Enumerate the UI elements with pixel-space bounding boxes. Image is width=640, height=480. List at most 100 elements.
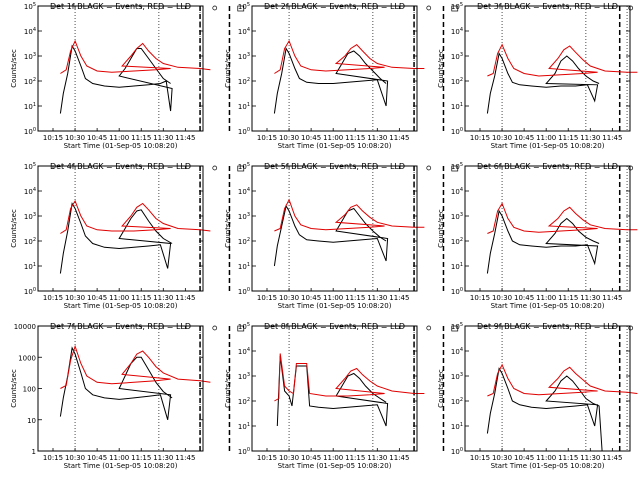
y-tick-exponent: 3: [33, 212, 36, 218]
y-tick-exponent: 0: [247, 287, 250, 293]
y-tick-label: 102: [238, 397, 250, 406]
x-axis-label: Start Time (01-Sep-05 10:08:20): [278, 302, 392, 310]
x-axis-label: Start Time (01-Sep-05 10:08:20): [64, 462, 178, 470]
y-tick-label: 103: [24, 212, 36, 221]
events-series-line: [486, 367, 603, 452]
x-tick-label: 11:45: [602, 294, 622, 302]
y-tick-label: 102: [451, 237, 463, 246]
lld-series-line: [274, 198, 425, 232]
y-tick-label: 104: [451, 347, 463, 356]
y-tick-label: 103: [238, 52, 250, 61]
y-tick-label: 103: [238, 212, 250, 221]
y-tick-exponent: 5: [33, 2, 36, 8]
lld-series-line: [274, 39, 425, 74]
interval-marker-cap: [628, 5, 634, 11]
y-tick-exponent: 1: [460, 102, 463, 108]
y-tick-label: 10000: [14, 323, 36, 331]
y-tick-label: 102: [24, 237, 36, 246]
interval-marker-cap: [212, 5, 218, 11]
y-tick-exponent: 4: [460, 347, 463, 353]
y-tick-exponent: 5: [460, 162, 463, 168]
x-tick-label: 11:30: [580, 134, 600, 142]
y-tick-label: 105: [451, 2, 463, 11]
y-tick-exponent: 2: [247, 237, 250, 243]
y-tick-exponent: 5: [460, 2, 463, 8]
x-tick-label: 10:15: [257, 134, 277, 142]
x-tick-label: 11:00: [536, 454, 556, 462]
saa-flag: [237, 325, 245, 332]
x-tick-label: 11:00: [323, 294, 343, 302]
plot-frame: [251, 5, 418, 132]
y-tick-exponent: 0: [460, 287, 463, 293]
y-tick-label: 105: [451, 162, 463, 171]
x-tick-label: 11:00: [109, 294, 129, 302]
x-tick-label: 11:15: [345, 134, 365, 142]
x-tick-label: 11:45: [175, 134, 195, 142]
x-tick-label: 11:15: [345, 454, 365, 462]
y-tick-exponent: 0: [460, 127, 463, 133]
y-tick-exponent: 5: [460, 322, 463, 328]
y-tick-label: 100: [238, 287, 250, 296]
y-tick-exponent: 4: [33, 187, 36, 193]
x-tick-label: 11:45: [389, 134, 409, 142]
x-tick-label: 11:30: [153, 454, 173, 462]
y-tick-exponent: 5: [247, 2, 250, 8]
y-tick-exponent: 5: [33, 162, 36, 168]
x-axis-label: Start Time (01-Sep-05 10:08:20): [491, 462, 605, 470]
x-tick-label: 10:30: [279, 294, 299, 302]
y-tick-exponent: 0: [33, 127, 36, 133]
x-tick-label: 11:45: [389, 454, 409, 462]
y-tick-label: 102: [24, 77, 36, 86]
lld-series-line: [60, 39, 211, 74]
x-axis-label: Start Time (01-Sep-05 10:08:20): [278, 462, 392, 470]
lld-series-line: [487, 202, 638, 234]
y-tick-exponent: 2: [460, 77, 463, 83]
x-tick-label: 10:45: [301, 294, 321, 302]
x-tick-label: 11:00: [323, 454, 343, 462]
x-tick-label: 10:30: [65, 454, 85, 462]
x-tick-label: 11:00: [323, 134, 343, 142]
y-tick-label: 101: [451, 102, 463, 111]
y-tick-label: 102: [451, 77, 463, 86]
plot-frame: [251, 165, 418, 292]
y-tick-label: 10: [27, 417, 36, 425]
plot-frame: [464, 165, 631, 292]
y-tick-label: 101: [24, 102, 36, 111]
lld-series-line: [274, 353, 425, 402]
y-tick-exponent: 3: [460, 372, 463, 378]
lld-series-line: [487, 43, 638, 77]
y-tick-exponent: 0: [460, 447, 463, 453]
y-tick-label: 103: [451, 372, 463, 381]
y-tick-exponent: 2: [247, 77, 250, 83]
y-tick-label: 103: [451, 52, 463, 61]
interval-marker-cap: [426, 325, 432, 331]
y-tick-label: 101: [238, 422, 250, 431]
events-series-line: [59, 202, 173, 274]
x-tick-label: 10:45: [87, 134, 107, 142]
events-series-line: [273, 47, 389, 114]
x-tick-label: 11:45: [602, 454, 622, 462]
y-tick-label: 100: [238, 127, 250, 136]
y-tick-exponent: 1: [33, 102, 36, 108]
y-tick-exponent: 3: [460, 212, 463, 218]
y-tick-label: 102: [238, 237, 250, 246]
y-tick-exponent: 1: [247, 422, 250, 428]
saa-flag: [451, 5, 459, 12]
y-tick-exponent: 3: [247, 52, 250, 58]
x-axis-label: Start Time (01-Sep-05 10:08:20): [64, 302, 178, 310]
y-tick-label: 100: [451, 447, 463, 456]
y-axis-label: Counts/sec: [10, 49, 18, 88]
y-tick-label: 104: [24, 27, 36, 36]
y-tick-label: 102: [451, 397, 463, 406]
y-tick-label: 101: [451, 422, 463, 431]
events-series-line: [486, 209, 600, 274]
x-tick-label: 10:30: [65, 134, 85, 142]
y-axis-label: Counts/sec: [224, 49, 232, 88]
x-tick-label: 11:30: [153, 134, 173, 142]
y-axis-label: Counts/sec: [10, 369, 18, 408]
y-tick-exponent: 5: [247, 162, 250, 168]
